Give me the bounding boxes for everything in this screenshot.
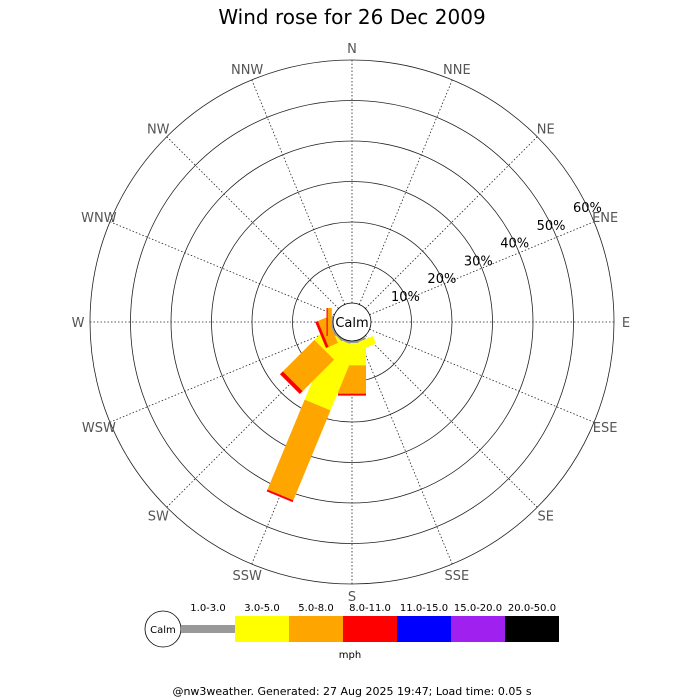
calm-circle bbox=[332, 302, 372, 342]
legend: Calm 1.0-3.0 3.0-5.0 5.0-8.0 8.0-11.0 11.0-1… bbox=[144, 603, 559, 661]
percent-labels: 10% 20% 30% 40% 50% 60% bbox=[391, 201, 602, 305]
direction-label-n: N bbox=[347, 42, 357, 57]
direction-label-wnw: WNW bbox=[81, 211, 117, 226]
direction-label-ne: NE bbox=[537, 122, 555, 137]
legend-label-15.0-20.0: 15.0-20.0 bbox=[454, 603, 502, 614]
legend-swatch-15.0-20.0 bbox=[451, 616, 505, 642]
bar-ssw-5.0-8.0 bbox=[267, 399, 331, 501]
bar-sw-5.0-8.0 bbox=[282, 339, 335, 392]
percent-label-5: 50% bbox=[537, 219, 566, 234]
percent-label-2: 20% bbox=[427, 272, 456, 287]
bar-s-8.0-11.0 bbox=[338, 393, 366, 396]
legend-swatch-3.0-5.0 bbox=[235, 616, 289, 642]
legend-bins: 1.0-3.0 3.0-5.0 5.0-8.0 8.0-11.0 11.0-15.0 15… bbox=[181, 603, 559, 642]
legend-label-8.0-11.0: 8.0-11.0 bbox=[349, 603, 391, 614]
chart-title: Wind rose for 26 Dec 2009 bbox=[218, 5, 485, 29]
legend-swatch-11.0-15.0 bbox=[397, 616, 451, 642]
legend-unit: mph bbox=[339, 650, 361, 661]
direction-label-nw: NW bbox=[147, 122, 170, 137]
radial-ring-3 bbox=[211, 181, 493, 463]
legend-calm-label: Calm bbox=[150, 625, 176, 636]
bar-sw-8.0-11.0 bbox=[279, 371, 303, 395]
direction-label-ese: ESE bbox=[593, 421, 618, 436]
direction-label-ene: ENE bbox=[592, 211, 618, 226]
percent-label-1: 10% bbox=[391, 290, 420, 305]
legend-label-1.0-3.0: 1.0-3.0 bbox=[190, 603, 225, 614]
bar-ssw-3.0-5.0 bbox=[304, 336, 357, 411]
direction-label-sw: SW bbox=[148, 510, 169, 525]
percent-label-4: 40% bbox=[500, 237, 529, 252]
direction-label-sse: SSE bbox=[444, 569, 469, 584]
bar-wsw-8.0-11.0 bbox=[315, 320, 329, 348]
legend-swatch-5.0-8.0 bbox=[289, 616, 343, 642]
direction-label-e: E bbox=[622, 316, 630, 331]
footer-text: @nw3weather. Generated: 27 Aug 2025 19:4… bbox=[172, 685, 531, 698]
direction-label-nnw: NNW bbox=[231, 63, 263, 78]
direction-label-nne: NNE bbox=[443, 63, 471, 78]
legend-label-5.0-8.0: 5.0-8.0 bbox=[298, 603, 333, 614]
direction-label-w: W bbox=[72, 316, 85, 331]
bar-w-5.0-8.0 bbox=[327, 308, 332, 336]
calm-label: Calm bbox=[335, 316, 368, 331]
direction-label-se: SE bbox=[538, 510, 554, 525]
legend-label-11.0-15.0: 11.0-15.0 bbox=[400, 603, 448, 614]
percent-label-6: 60% bbox=[573, 201, 602, 216]
legend-swatch-20.0-50.0 bbox=[505, 616, 559, 642]
legend-swatch-8.0-11.0 bbox=[343, 616, 397, 642]
radial-ring-5 bbox=[130, 100, 574, 544]
direction-label-s: S bbox=[348, 590, 356, 605]
direction-label-ssw: SSW bbox=[232, 569, 262, 584]
legend-label-20.0-50.0: 20.0-50.0 bbox=[508, 603, 556, 614]
direction-labels: N NNE NE ENE E ESE SE SSE S SSW SW WSW W WNW NW NNW bbox=[72, 42, 631, 605]
wind-bars bbox=[266, 308, 377, 503]
percent-label-3: 30% bbox=[464, 254, 493, 269]
bar-ssw-8.0-11.0 bbox=[266, 489, 294, 503]
bar-w-8.0-11.0 bbox=[326, 308, 328, 336]
bar-w-1.0-3.0 bbox=[331, 315, 333, 329]
direction-label-wsw: WSW bbox=[82, 421, 116, 436]
legend-label-3.0-5.0: 3.0-5.0 bbox=[244, 603, 279, 614]
legend-swatch-1.0-3.0 bbox=[181, 625, 235, 633]
